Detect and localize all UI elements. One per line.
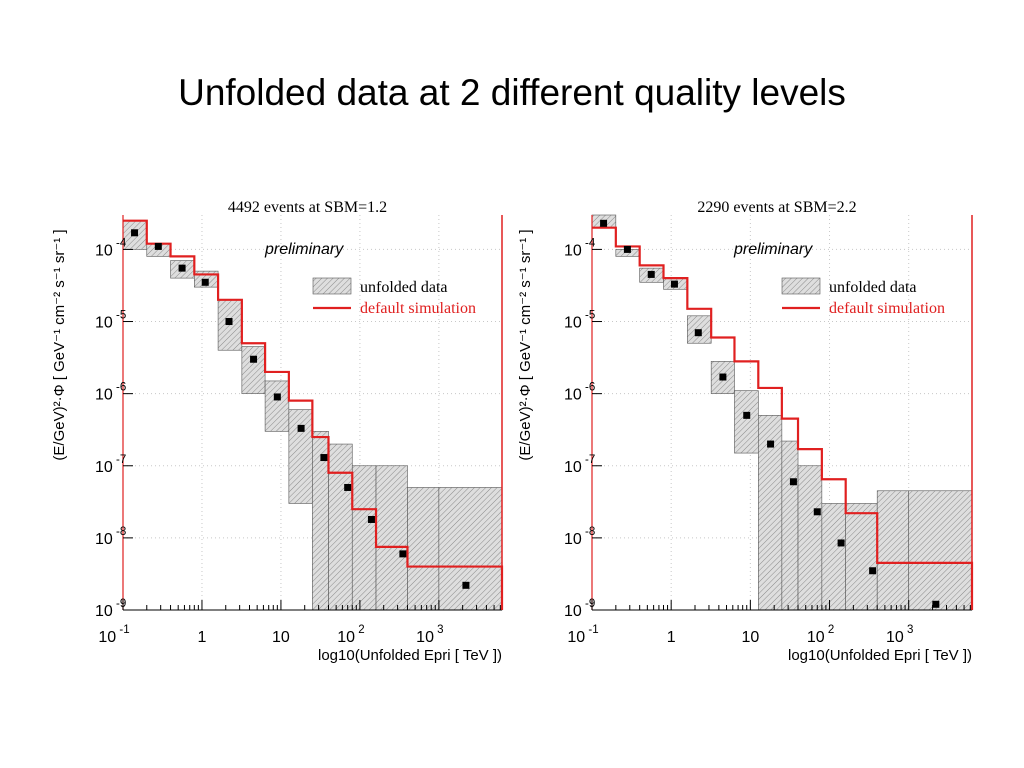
y-tick-label: 10 -9 xyxy=(95,598,126,620)
data-point xyxy=(273,393,281,401)
x-tick-label: 10 -1 xyxy=(567,624,598,646)
data-point xyxy=(600,219,608,227)
data-point xyxy=(131,229,139,237)
legend: unfolded data default simulation xyxy=(781,277,945,317)
data-band xyxy=(821,503,846,611)
data-bands xyxy=(591,214,973,611)
y-tick-label: 10 -5 xyxy=(564,310,595,332)
data-point xyxy=(719,373,727,381)
data-point xyxy=(320,454,328,462)
data-band xyxy=(781,440,799,611)
y-axis-label: (E/GeV)²·Φ [ GeV⁻¹ cm⁻² s⁻¹ sr⁻¹ ] xyxy=(517,229,534,460)
data-point xyxy=(399,550,407,558)
y-tick-label: 10 -5 xyxy=(95,310,126,332)
y-tick-label: 10 -7 xyxy=(95,454,126,476)
data-band xyxy=(438,487,503,611)
data-band xyxy=(908,490,973,611)
data-point xyxy=(694,329,702,337)
data-band xyxy=(407,487,440,611)
legend-data-swatch xyxy=(312,277,352,295)
data-point xyxy=(670,280,678,288)
x-tick-label: 10 3 xyxy=(886,624,913,646)
data-point xyxy=(201,278,209,286)
data-point xyxy=(813,508,821,516)
y-tick-label: 10 -9 xyxy=(564,598,595,620)
y-tick-label: 10 -7 xyxy=(564,454,595,476)
x-tick-label: 10 2 xyxy=(337,624,364,646)
data-point xyxy=(154,242,162,250)
y-tick-label: 10 -6 xyxy=(95,382,126,404)
x-tick-label: 10 xyxy=(741,629,759,646)
x-tick-label: 1 xyxy=(667,629,676,646)
data-point xyxy=(250,355,258,363)
data-point xyxy=(647,270,655,278)
slide-title: Unfolded data at 2 different quality lev… xyxy=(178,72,846,113)
legend: unfolded data default simulation xyxy=(312,277,476,317)
x-tick-label: 10 -1 xyxy=(98,624,129,646)
data-band xyxy=(876,490,910,611)
data-band xyxy=(797,465,823,611)
data-points xyxy=(600,219,940,608)
x-tick-label: 10 3 xyxy=(416,624,443,646)
data-point xyxy=(837,539,845,547)
y-tick-label: 10 -4 xyxy=(564,237,596,259)
data-band xyxy=(734,390,759,454)
x-tick-label: 1 xyxy=(198,629,207,646)
data-point xyxy=(932,600,940,608)
y-tick-label: 10 -8 xyxy=(95,526,126,548)
y-tick-label: 10 -4 xyxy=(95,237,127,259)
preliminary-label: preliminary xyxy=(733,241,813,258)
data-point xyxy=(367,515,375,523)
preliminary-label: preliminary xyxy=(264,241,344,258)
data-band xyxy=(375,465,408,611)
data-point xyxy=(789,478,797,486)
data-point xyxy=(743,411,751,419)
x-axis-label: log10(Unfolded Epri [ TeV ]) xyxy=(788,647,972,664)
chart-title: 4492 events at SBM=1.2 xyxy=(228,199,387,216)
data-point xyxy=(297,424,305,432)
data-point xyxy=(344,483,352,491)
y-tick-label: 10 -6 xyxy=(564,382,595,404)
data-band xyxy=(845,503,878,611)
data-point xyxy=(178,264,186,272)
x-tick-label: 10 2 xyxy=(807,624,834,646)
x-tick-label: 10 xyxy=(272,629,290,646)
y-tick-label: 10 -8 xyxy=(564,526,595,548)
y-axis-label: (E/GeV)²·Φ [ GeV⁻¹ cm⁻² s⁻¹ sr⁻¹ ] xyxy=(51,229,68,460)
data-point xyxy=(225,318,233,326)
simulation-line xyxy=(592,226,974,610)
legend-data-label: unfolded data xyxy=(829,279,917,296)
legend-data-label: unfolded data xyxy=(360,279,448,296)
data-band xyxy=(264,380,290,432)
chart-title: 2290 events at SBM=2.2 xyxy=(697,199,856,216)
data-point xyxy=(623,245,631,253)
legend-sim-label: default simulation xyxy=(829,300,945,317)
x-axis-label: log10(Unfolded Epri [ TeV ]) xyxy=(318,647,502,664)
legend-sim-label: default simulation xyxy=(360,300,476,317)
simulation-line xyxy=(123,219,504,610)
data-point xyxy=(767,440,775,448)
data-point xyxy=(462,581,470,589)
data-points xyxy=(131,229,470,589)
legend-data-swatch xyxy=(781,277,821,295)
data-point xyxy=(869,567,877,575)
